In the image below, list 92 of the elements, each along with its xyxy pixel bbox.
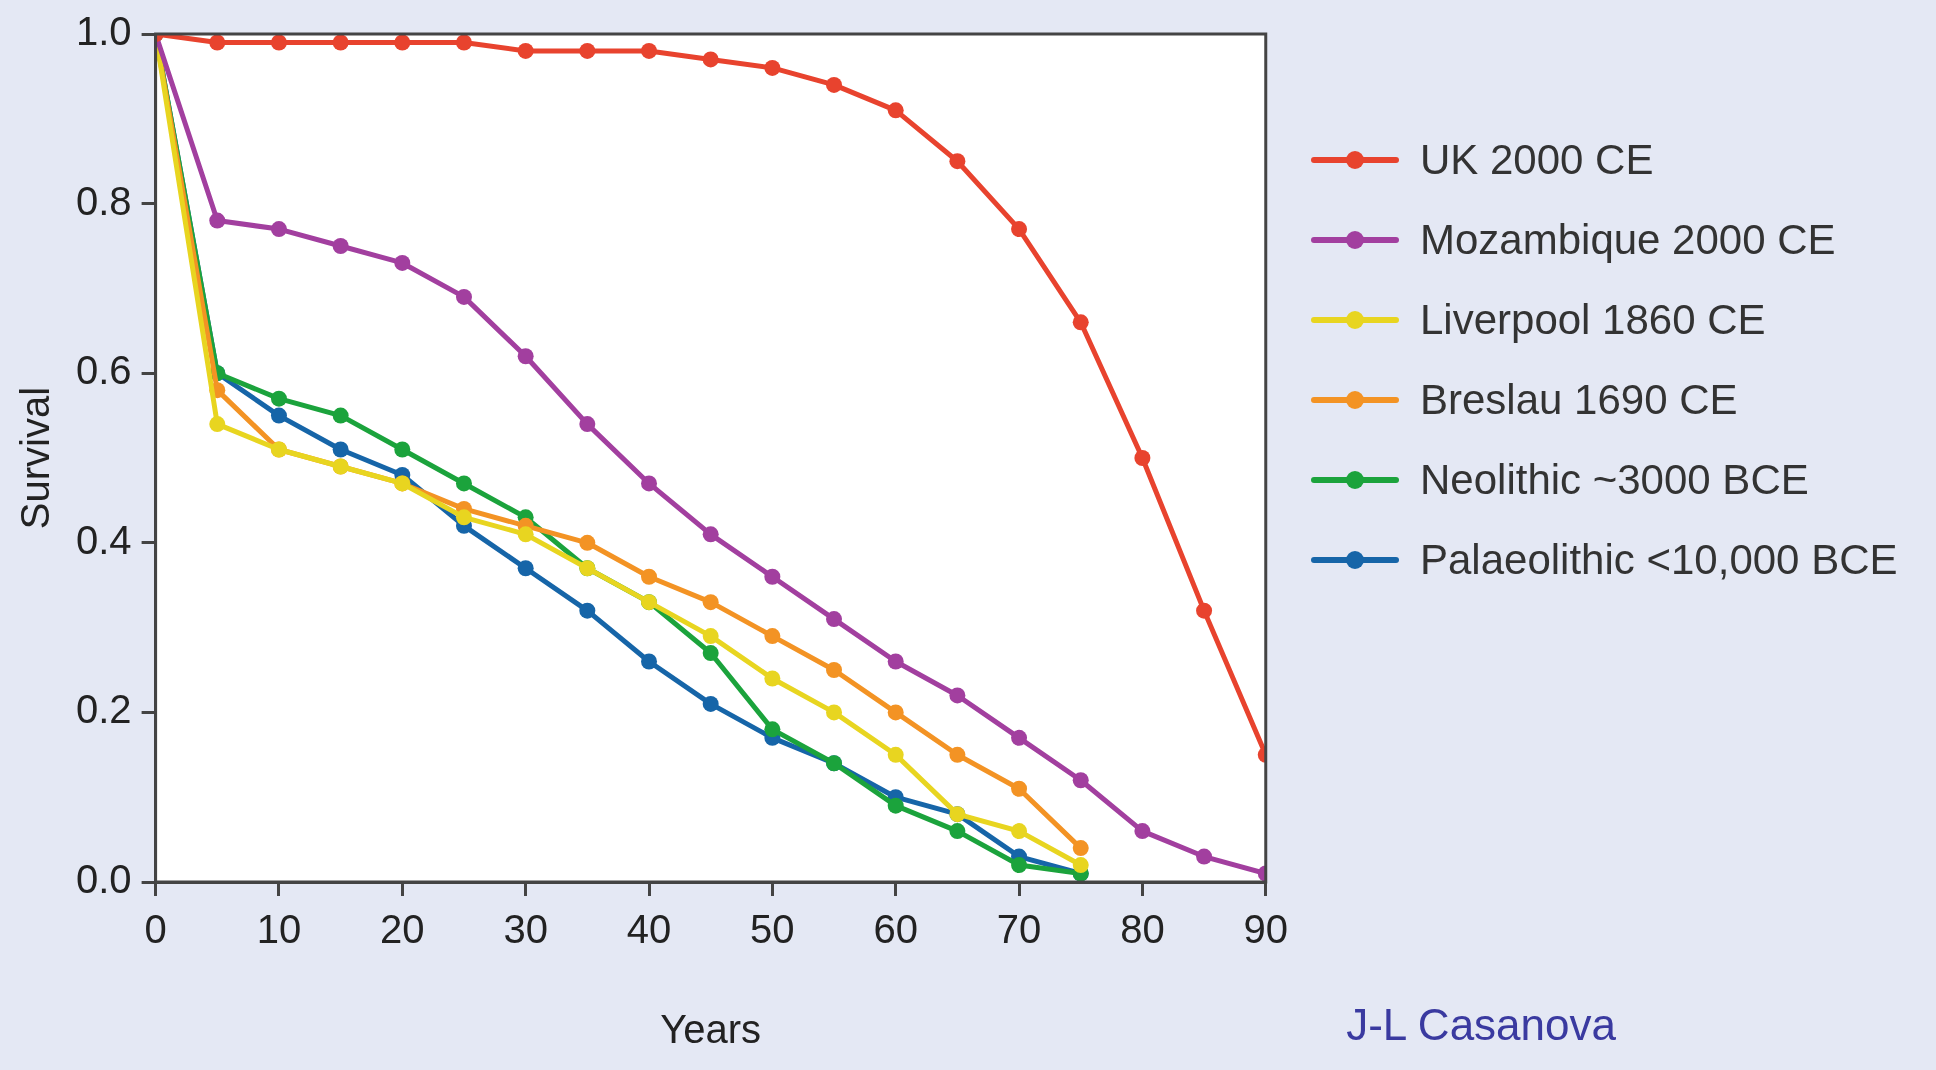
point (1072, 857, 1089, 874)
text: J-L Casanova (1346, 1000, 1616, 1050)
point (1072, 772, 1089, 789)
point (332, 34, 349, 51)
point (1072, 840, 1089, 857)
y-tick-label: 0.0 (76, 857, 132, 902)
point (579, 42, 596, 59)
point (826, 611, 843, 628)
y-tick-label: 0.2 (76, 687, 132, 732)
legend-label: Mozambique 2000 CE (1420, 216, 1836, 264)
point (764, 670, 781, 687)
point (517, 348, 534, 365)
point (1011, 823, 1028, 840)
x-tick-label: 10 (256, 907, 302, 952)
point (641, 475, 658, 492)
point (764, 628, 781, 645)
point (394, 254, 411, 271)
y-tick-label: 0.6 (76, 348, 132, 393)
point (209, 34, 226, 51)
point (332, 238, 349, 254)
point (455, 288, 472, 305)
point (641, 653, 658, 670)
point (641, 568, 658, 585)
point (949, 746, 966, 763)
x-tick-label: 20 (380, 907, 425, 952)
x-tick-label: 90 (1243, 907, 1288, 952)
point (702, 628, 719, 645)
legend-label: Palaeolithic <10,000 BCE (1420, 536, 1898, 584)
point (702, 526, 719, 543)
point (702, 695, 719, 712)
point (949, 687, 966, 704)
point (949, 823, 966, 840)
point (887, 704, 904, 721)
point (1072, 314, 1089, 331)
legend-label: Neolithic ~3000 BCE (1420, 456, 1809, 504)
point (270, 407, 287, 424)
y-tick-label: 0.4 (76, 517, 132, 562)
x-tick-label: 50 (750, 907, 795, 952)
x-tick-label: 70 (996, 907, 1042, 952)
y-tick-label: 0.8 (76, 178, 132, 223)
point (887, 746, 904, 763)
point (764, 568, 781, 585)
legend-label: Breslau 1690 CE (1420, 376, 1738, 424)
point (1011, 780, 1028, 797)
point (455, 509, 472, 526)
point (1196, 848, 1213, 865)
point (764, 59, 781, 76)
point (887, 653, 904, 670)
x-tick-label: 30 (503, 907, 548, 952)
point (887, 102, 904, 119)
x-tick-label: 60 (873, 907, 918, 952)
x-axis-title: Years (660, 1007, 762, 1052)
point (887, 797, 904, 814)
point (517, 560, 534, 577)
point (579, 602, 596, 619)
y-tick-label: 1.0 (76, 9, 132, 54)
point (209, 416, 226, 433)
point (949, 153, 966, 170)
point (209, 212, 226, 229)
legend-label: Liverpool 1860 CE (1420, 296, 1766, 344)
point (455, 34, 472, 51)
point (1011, 857, 1028, 874)
point (579, 416, 596, 433)
legend-label: UK 2000 CE (1420, 136, 1654, 184)
point (641, 42, 658, 59)
point (702, 51, 719, 68)
point (826, 662, 843, 678)
point (332, 441, 349, 458)
point (270, 221, 287, 238)
point (270, 34, 287, 51)
point (1134, 450, 1151, 466)
y-axis-title: Survival (13, 386, 58, 530)
x-tick-label: 80 (1120, 907, 1165, 952)
point (332, 407, 349, 424)
point (702, 594, 719, 611)
point (270, 390, 287, 407)
x-tick-label: 0 (144, 907, 167, 952)
point (517, 42, 534, 59)
point (1011, 221, 1028, 238)
point (764, 721, 781, 738)
point (394, 441, 411, 458)
point (579, 534, 596, 551)
point (394, 34, 411, 51)
point (1196, 602, 1213, 619)
point (826, 704, 843, 721)
point (702, 645, 719, 662)
point (1134, 823, 1151, 840)
point (517, 526, 534, 543)
x-tick-label: 40 (626, 907, 672, 952)
point (826, 76, 843, 93)
point (455, 475, 472, 492)
point (1011, 729, 1028, 746)
